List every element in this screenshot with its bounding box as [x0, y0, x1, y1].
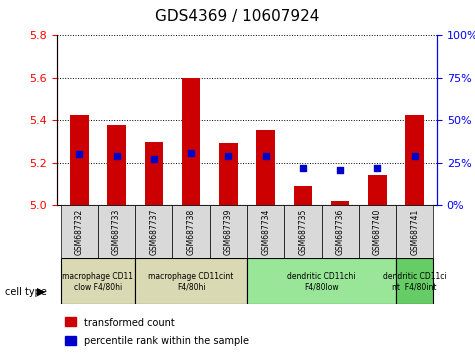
Point: [411, 153, 418, 159]
Point: [76, 152, 83, 157]
Text: ▶: ▶: [37, 287, 45, 297]
Point: [225, 153, 232, 159]
Bar: [368, 175, 387, 205]
Text: macrophage CD11cint
F4/80hi: macrophage CD11cint F4/80hi: [148, 272, 234, 291]
Text: GSM687740: GSM687740: [373, 209, 382, 255]
Bar: [65, 336, 76, 345]
FancyBboxPatch shape: [247, 205, 284, 258]
Text: macrophage CD11
clow F4/80hi: macrophage CD11 clow F4/80hi: [63, 272, 133, 291]
FancyBboxPatch shape: [322, 205, 359, 258]
FancyBboxPatch shape: [396, 205, 433, 258]
Text: GSM687733: GSM687733: [112, 209, 121, 255]
Text: GDS4369 / 10607924: GDS4369 / 10607924: [155, 9, 320, 24]
Bar: [70, 115, 89, 205]
Point: [262, 153, 269, 159]
Point: [187, 150, 195, 155]
FancyBboxPatch shape: [135, 205, 172, 258]
Bar: [256, 130, 275, 205]
Text: GSM687739: GSM687739: [224, 209, 233, 255]
Text: transformed count: transformed count: [84, 318, 174, 328]
FancyBboxPatch shape: [61, 205, 98, 258]
FancyBboxPatch shape: [396, 258, 433, 304]
Text: GSM687736: GSM687736: [336, 209, 345, 255]
Bar: [219, 143, 238, 205]
FancyBboxPatch shape: [284, 205, 322, 258]
FancyBboxPatch shape: [135, 258, 247, 304]
Bar: [294, 186, 312, 205]
Bar: [331, 201, 350, 205]
Text: dendritic CD11chi
F4/80low: dendritic CD11chi F4/80low: [287, 272, 356, 291]
Point: [150, 156, 158, 162]
FancyBboxPatch shape: [210, 205, 247, 258]
Bar: [182, 78, 200, 205]
FancyBboxPatch shape: [172, 205, 210, 258]
FancyBboxPatch shape: [247, 258, 396, 304]
Point: [299, 165, 307, 171]
Text: GSM687734: GSM687734: [261, 209, 270, 255]
Text: GSM687741: GSM687741: [410, 209, 419, 255]
Bar: [65, 317, 76, 326]
Text: percentile rank within the sample: percentile rank within the sample: [84, 336, 248, 346]
Text: GSM687738: GSM687738: [187, 209, 196, 255]
Bar: [405, 115, 424, 205]
Bar: [144, 142, 163, 205]
Text: GSM687732: GSM687732: [75, 209, 84, 255]
Bar: [107, 125, 126, 205]
Point: [374, 165, 381, 171]
Text: GSM687737: GSM687737: [149, 209, 158, 255]
Text: GSM687735: GSM687735: [298, 209, 307, 255]
FancyBboxPatch shape: [61, 258, 135, 304]
Point: [113, 153, 120, 159]
Point: [336, 167, 344, 172]
Text: cell type: cell type: [5, 287, 47, 297]
FancyBboxPatch shape: [359, 205, 396, 258]
Text: dendritic CD11ci
nt  F4/80int: dendritic CD11ci nt F4/80int: [383, 272, 446, 291]
FancyBboxPatch shape: [98, 205, 135, 258]
